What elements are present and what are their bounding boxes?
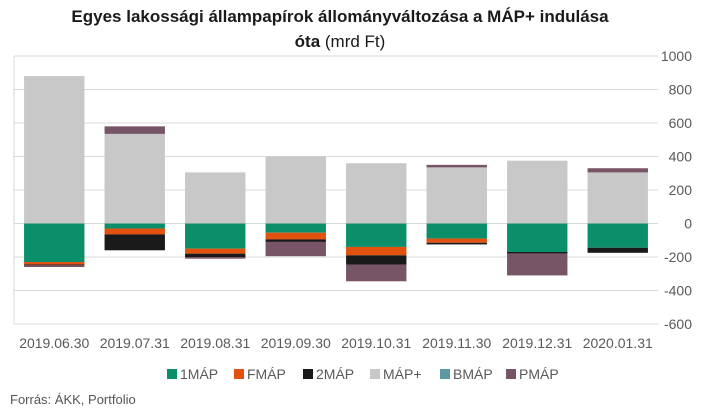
- bar-segment: [104, 234, 165, 251]
- bar-segment: [426, 238, 487, 243]
- x-tick-label: 2019.12.31: [502, 335, 572, 351]
- legend-item: FMÁP: [234, 366, 286, 382]
- x-tick-label: 2019.09.30: [261, 335, 331, 351]
- bar-segment: [587, 168, 648, 173]
- bar-segment: [24, 262, 85, 265]
- legend-swatch: [370, 369, 380, 379]
- bar-segment: [24, 223, 85, 263]
- x-axis-ticks: 2019.06.30 2019.07.31 2019.08.31 2019.09.30…: [19, 335, 653, 351]
- bar-segment: [265, 156, 326, 224]
- bar-segment: [265, 223, 326, 233]
- bar-segment: [185, 253, 246, 257]
- legend-item: MÁP+: [370, 366, 422, 382]
- bar-segment: [346, 163, 407, 224]
- legend-item: 2MÁP: [303, 366, 354, 382]
- bar-segment: [185, 248, 246, 254]
- y-tick-label: 0: [684, 216, 692, 232]
- y-tick-label: 200: [669, 182, 693, 198]
- legend-item: 1MÁP: [167, 366, 218, 382]
- y-tick-label: -200: [664, 249, 692, 265]
- x-tick-label: 2019.08.31: [180, 335, 250, 351]
- bar-segment: [587, 247, 648, 253]
- legend-swatch: [234, 369, 244, 379]
- bar-segment: [265, 239, 326, 242]
- bar-segment: [426, 164, 487, 168]
- x-tick-label: 2019.11.30: [422, 335, 491, 351]
- y-tick-label: 400: [669, 149, 693, 165]
- legend-swatch: [506, 369, 516, 379]
- bar-segment: [587, 223, 648, 248]
- bar-segment: [265, 241, 326, 257]
- y-tick-label: -600: [664, 316, 692, 332]
- x-tick-label: 2019.07.31: [100, 335, 170, 351]
- legend-label: PMÁP: [519, 366, 559, 382]
- legend-swatch: [303, 369, 313, 379]
- source-note: Forrás: ÁKK, Portfolio: [10, 392, 136, 407]
- y-tick-label: -400: [664, 283, 692, 299]
- bar-segment: [185, 172, 246, 224]
- bar-segment: [24, 76, 85, 224]
- bar-segment: [24, 264, 85, 266]
- bar-segment: [507, 253, 568, 276]
- x-tick-label: 2019.10.31: [341, 335, 411, 351]
- chart-title-bold: Egyes lakossági állampapírok állományvál…: [71, 7, 609, 51]
- legend-swatch: [440, 369, 450, 379]
- bars: [24, 76, 648, 282]
- legend-label: BMÁP: [453, 366, 493, 382]
- legend-label: 1MÁP: [180, 366, 218, 382]
- bar-segment: [185, 223, 246, 249]
- legend: 1MÁP FMÁP 2MÁP MÁP+ BMÁP PMÁP: [167, 366, 559, 382]
- bar-segment: [104, 223, 165, 229]
- legend-item: BMÁP: [440, 366, 493, 382]
- y-axis-ticks: 1000 800 600 400 200 0 -200 -400 -600: [661, 48, 692, 332]
- bar-segment: [507, 160, 568, 224]
- bar-segment: [346, 264, 407, 282]
- bar-segment: [346, 223, 407, 247]
- legend-label: FMÁP: [247, 366, 286, 382]
- legend-swatch: [167, 369, 177, 379]
- bar-segment: [104, 228, 165, 235]
- y-tick-label: 800: [669, 82, 693, 98]
- bar-segment: [507, 251, 568, 254]
- bar-segment: [426, 242, 487, 245]
- y-tick-label: 600: [669, 115, 693, 131]
- legend-label: 2MÁP: [316, 366, 354, 382]
- bar-segment: [507, 223, 568, 252]
- legend-item: PMÁP: [506, 366, 559, 382]
- chart-title-unit: (mrd Ft): [324, 32, 386, 51]
- bar-segment: [426, 223, 487, 239]
- bar-segment: [104, 126, 165, 134]
- bar-segment: [426, 167, 487, 224]
- legend-label: MÁP+: [383, 366, 422, 382]
- x-tick-label: 2020.01.31: [583, 335, 653, 351]
- x-tick-label: 2019.06.30: [19, 335, 89, 351]
- y-tick-label: 1000: [661, 48, 692, 64]
- bar-segment: [265, 232, 326, 240]
- bar-segment: [104, 133, 165, 224]
- bar-segment: [185, 257, 246, 259]
- bar-segment: [24, 265, 85, 268]
- bar-segment: [587, 172, 648, 224]
- bar-segment: [346, 255, 407, 265]
- bar-segment: [346, 246, 407, 256]
- chart-title: Egyes lakossági állampapírok állományvál…: [60, 4, 620, 54]
